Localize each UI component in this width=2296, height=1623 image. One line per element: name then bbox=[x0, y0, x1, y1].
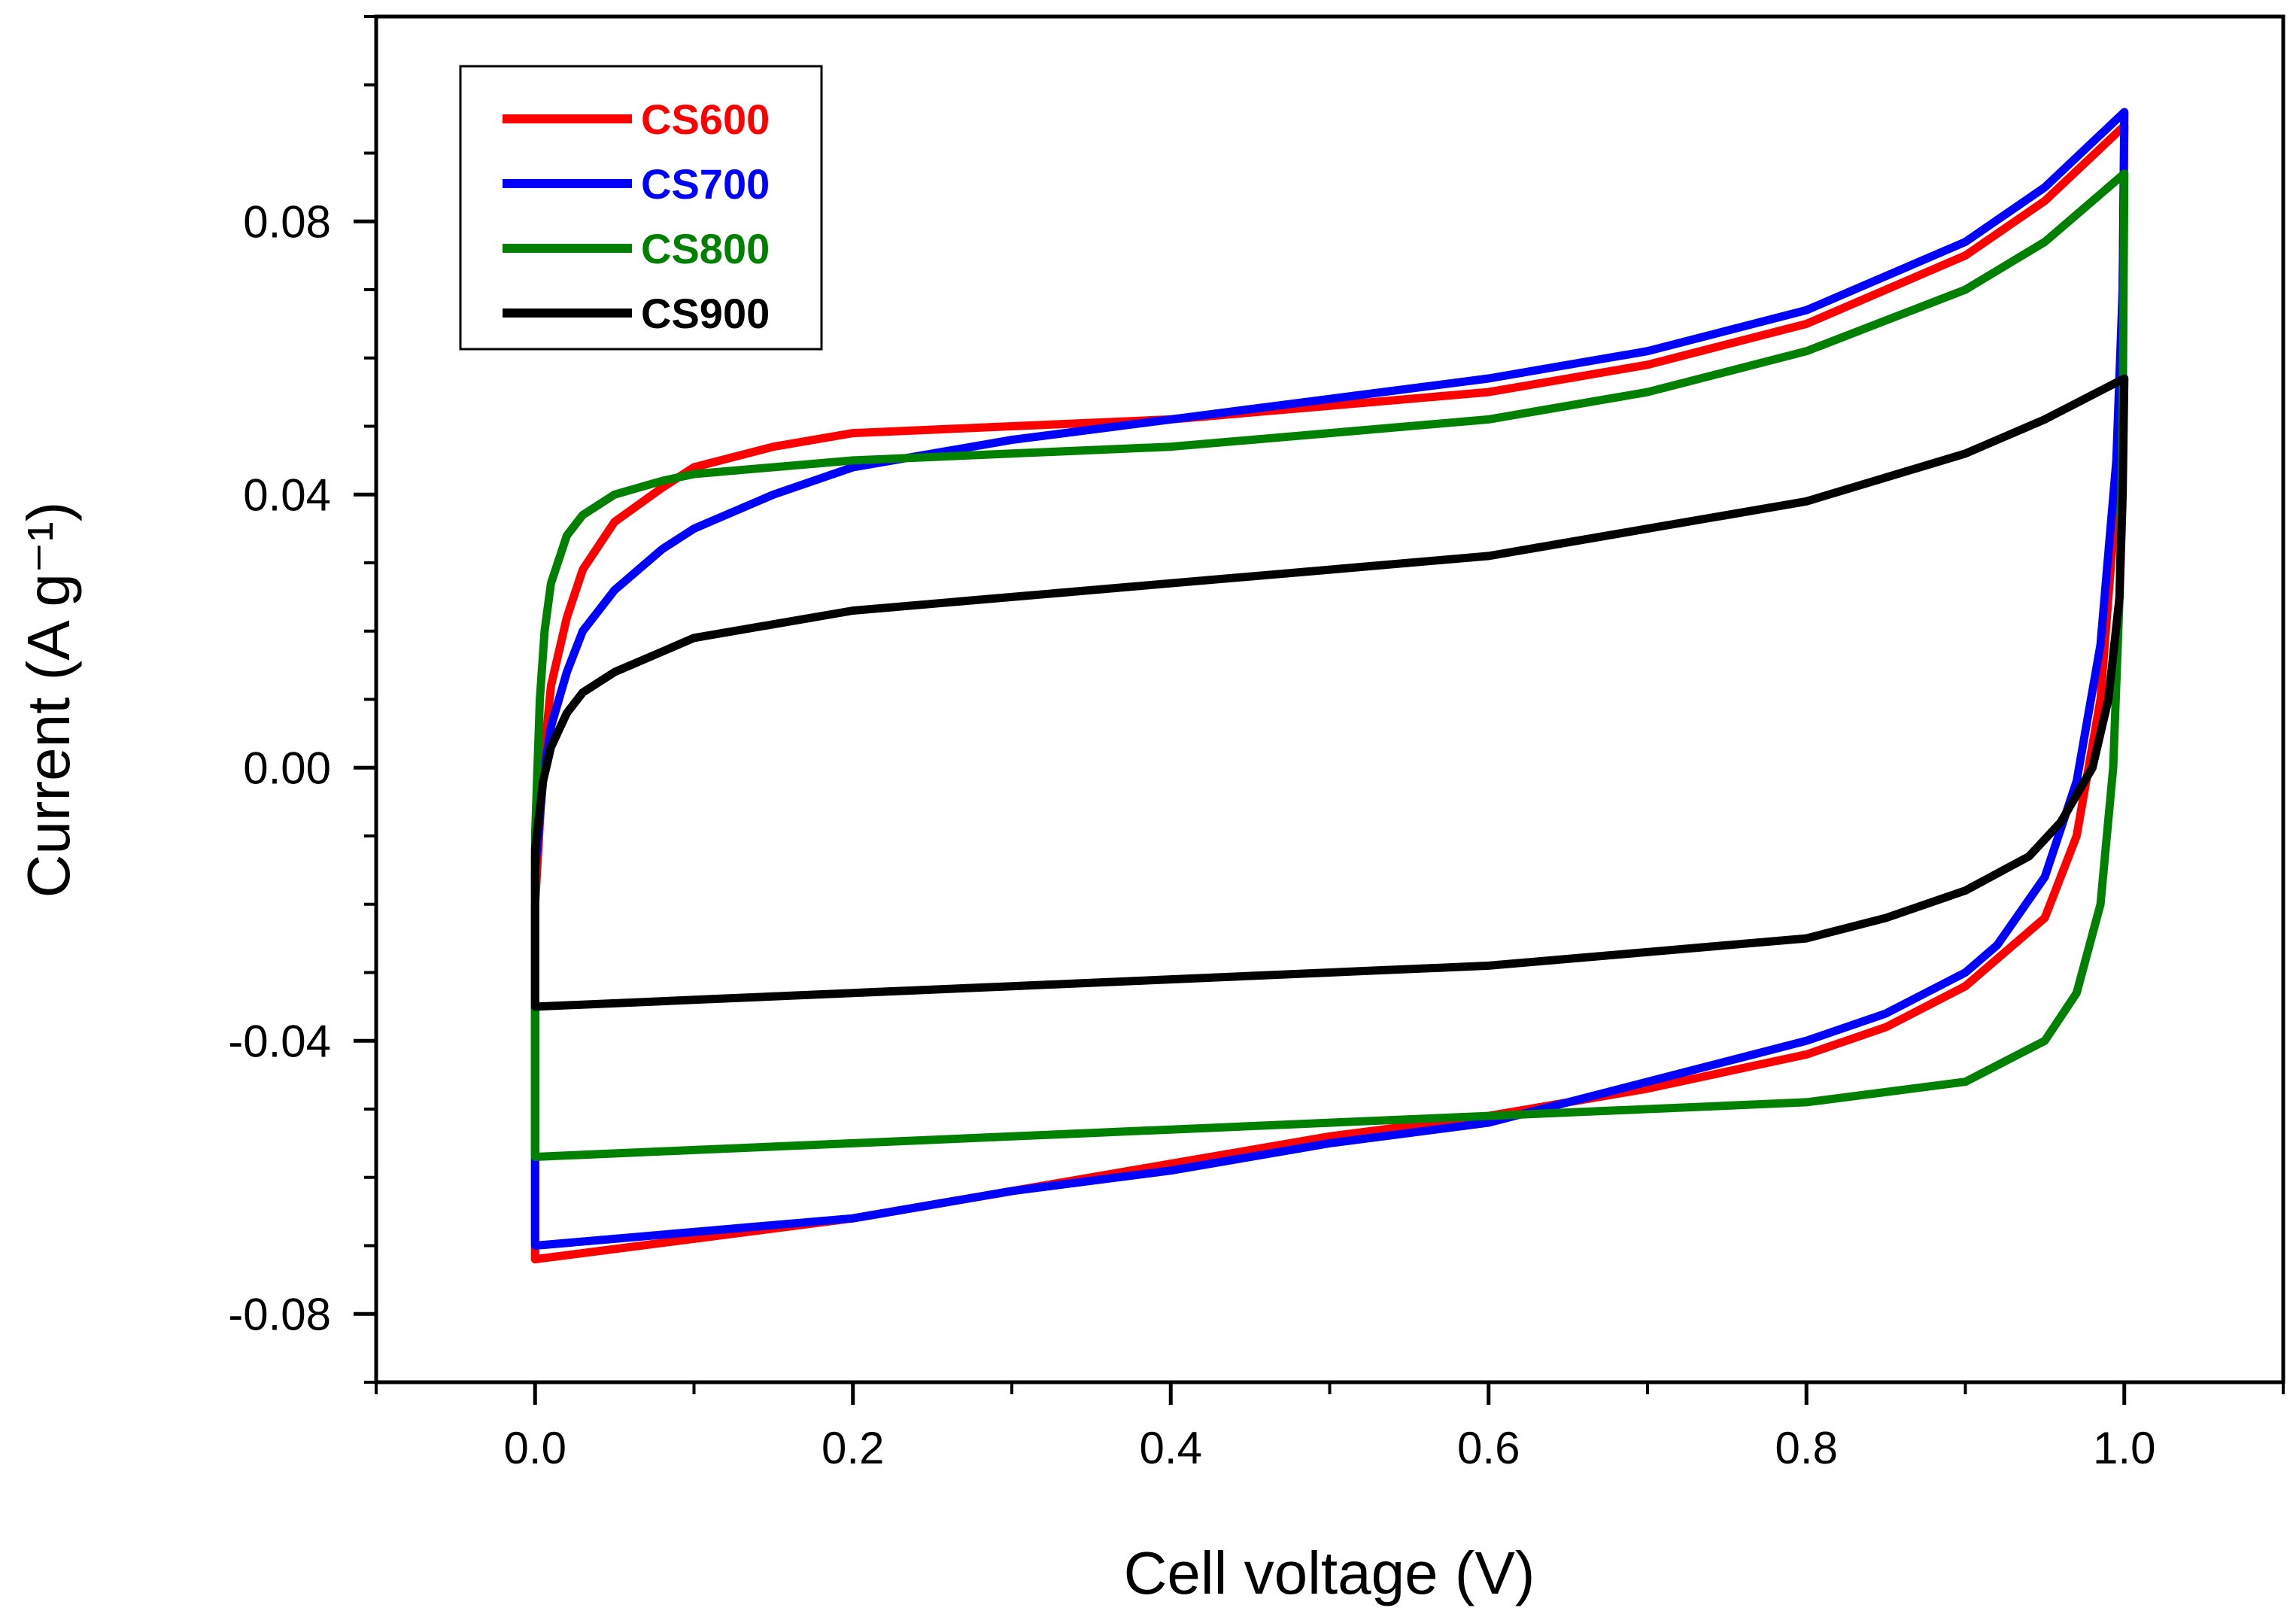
x-tick-label: 0.4 bbox=[1140, 1423, 1202, 1473]
x-tick-label: 0.6 bbox=[1457, 1423, 1520, 1473]
x-tick-label: 0.0 bbox=[504, 1423, 566, 1473]
x-tick-label: 0.8 bbox=[1775, 1423, 1838, 1473]
y-tick-label: -0.08 bbox=[228, 1289, 331, 1339]
legend-box bbox=[459, 65, 823, 351]
legend-label-cs900: CS900 bbox=[641, 290, 770, 337]
y-axis-title: Current (A g⁻¹) bbox=[15, 502, 82, 898]
legend-label-cs600: CS600 bbox=[641, 96, 770, 143]
series-line-cs900 bbox=[530, 374, 2129, 1011]
legend: CS600 CS700 CS800 CS900 bbox=[459, 65, 823, 351]
y-tick-label: 0.04 bbox=[243, 470, 331, 520]
ticks-layer: 0.0 0.2 0.4 0.6 0.8 1.0 -0.08 -0.04 0.00 0.04 0.08 bbox=[228, 15, 2285, 1473]
y-tick-label: 0.00 bbox=[243, 743, 331, 793]
x-tick-label: 0.2 bbox=[822, 1423, 884, 1473]
series-layer bbox=[530, 108, 2129, 1264]
legend-label-cs700: CS700 bbox=[641, 160, 770, 208]
legend-label-cs800: CS800 bbox=[641, 225, 770, 272]
x-axis-title: Cell voltage (V) bbox=[1124, 1539, 1535, 1606]
y-tick-label: -0.04 bbox=[228, 1016, 331, 1066]
series-line-cs800 bbox=[530, 169, 2129, 1161]
y-tick-label: 0.08 bbox=[243, 196, 331, 247]
x-tick-label: 1.0 bbox=[2093, 1423, 2155, 1473]
